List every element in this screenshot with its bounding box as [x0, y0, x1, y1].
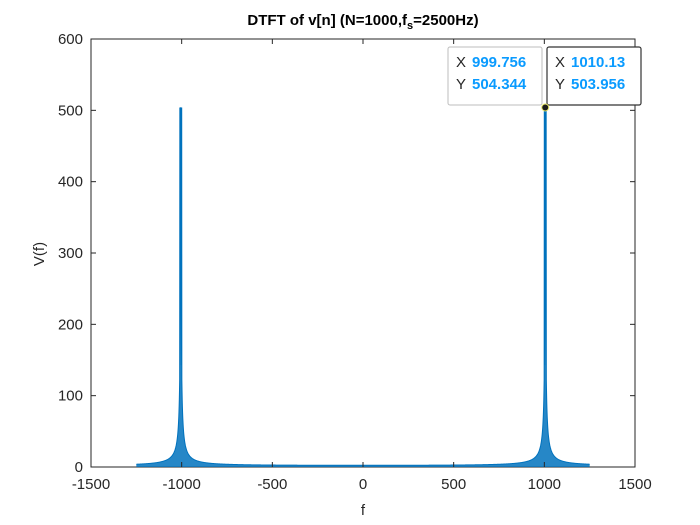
x-axis-label: f — [361, 502, 366, 519]
datatip-axis-label: X — [555, 54, 565, 71]
datatip-axis-label: X — [456, 54, 466, 71]
datatip-value: 503.956 — [571, 76, 625, 93]
x-tick-label: 1000 — [528, 476, 561, 493]
y-tick-label: 600 — [58, 31, 83, 48]
datatip-value: 504.344 — [472, 76, 527, 93]
y-tick-label: 100 — [58, 388, 83, 405]
datatip-value: 1010.13 — [571, 54, 625, 71]
datatip-box — [546, 46, 642, 106]
y-tick-label: 300 — [58, 245, 83, 262]
x-tick-label: -1000 — [162, 476, 200, 493]
chart-title: DTFT of v[n] (N=1000,fs=2500Hz) — [247, 12, 478, 32]
datatip-box — [447, 46, 543, 106]
plot-area: -1500 -1000 -500 0 500 1000 1500 0 100 200 300 400 5… — [58, 31, 652, 493]
y-tick-label: 400 — [58, 174, 83, 191]
datatip[interactable]: X 999.756 Y 504.344 — [447, 46, 543, 106]
y-tick-label: 0 — [75, 459, 83, 476]
datatips[interactable]: X 999.756 Y 504.344 X 1010.13 Y 503.956 — [447, 46, 642, 112]
datatip-marker[interactable] — [541, 103, 550, 112]
x-tick-label: 1500 — [618, 476, 651, 493]
x-tick-label: -1500 — [72, 476, 110, 493]
y-axis-label: V(f) — [31, 242, 48, 266]
y-tick-label: 500 — [58, 102, 83, 119]
spectrum-fill — [136, 107, 590, 468]
x-tick-label: 0 — [359, 476, 367, 493]
datatip-axis-label: Y — [555, 76, 565, 93]
ticks: -1500 -1000 -500 0 500 1000 1500 0 100 200 300 400 5… — [58, 31, 652, 493]
y-tick-label: 200 — [58, 316, 83, 333]
x-tick-label: 500 — [441, 476, 466, 493]
datatip-value: 999.756 — [472, 54, 526, 71]
datatip-axis-label: Y — [456, 76, 466, 93]
x-tick-label: -500 — [257, 476, 287, 493]
datatip[interactable]: X 1010.13 Y 503.956 — [546, 46, 642, 106]
